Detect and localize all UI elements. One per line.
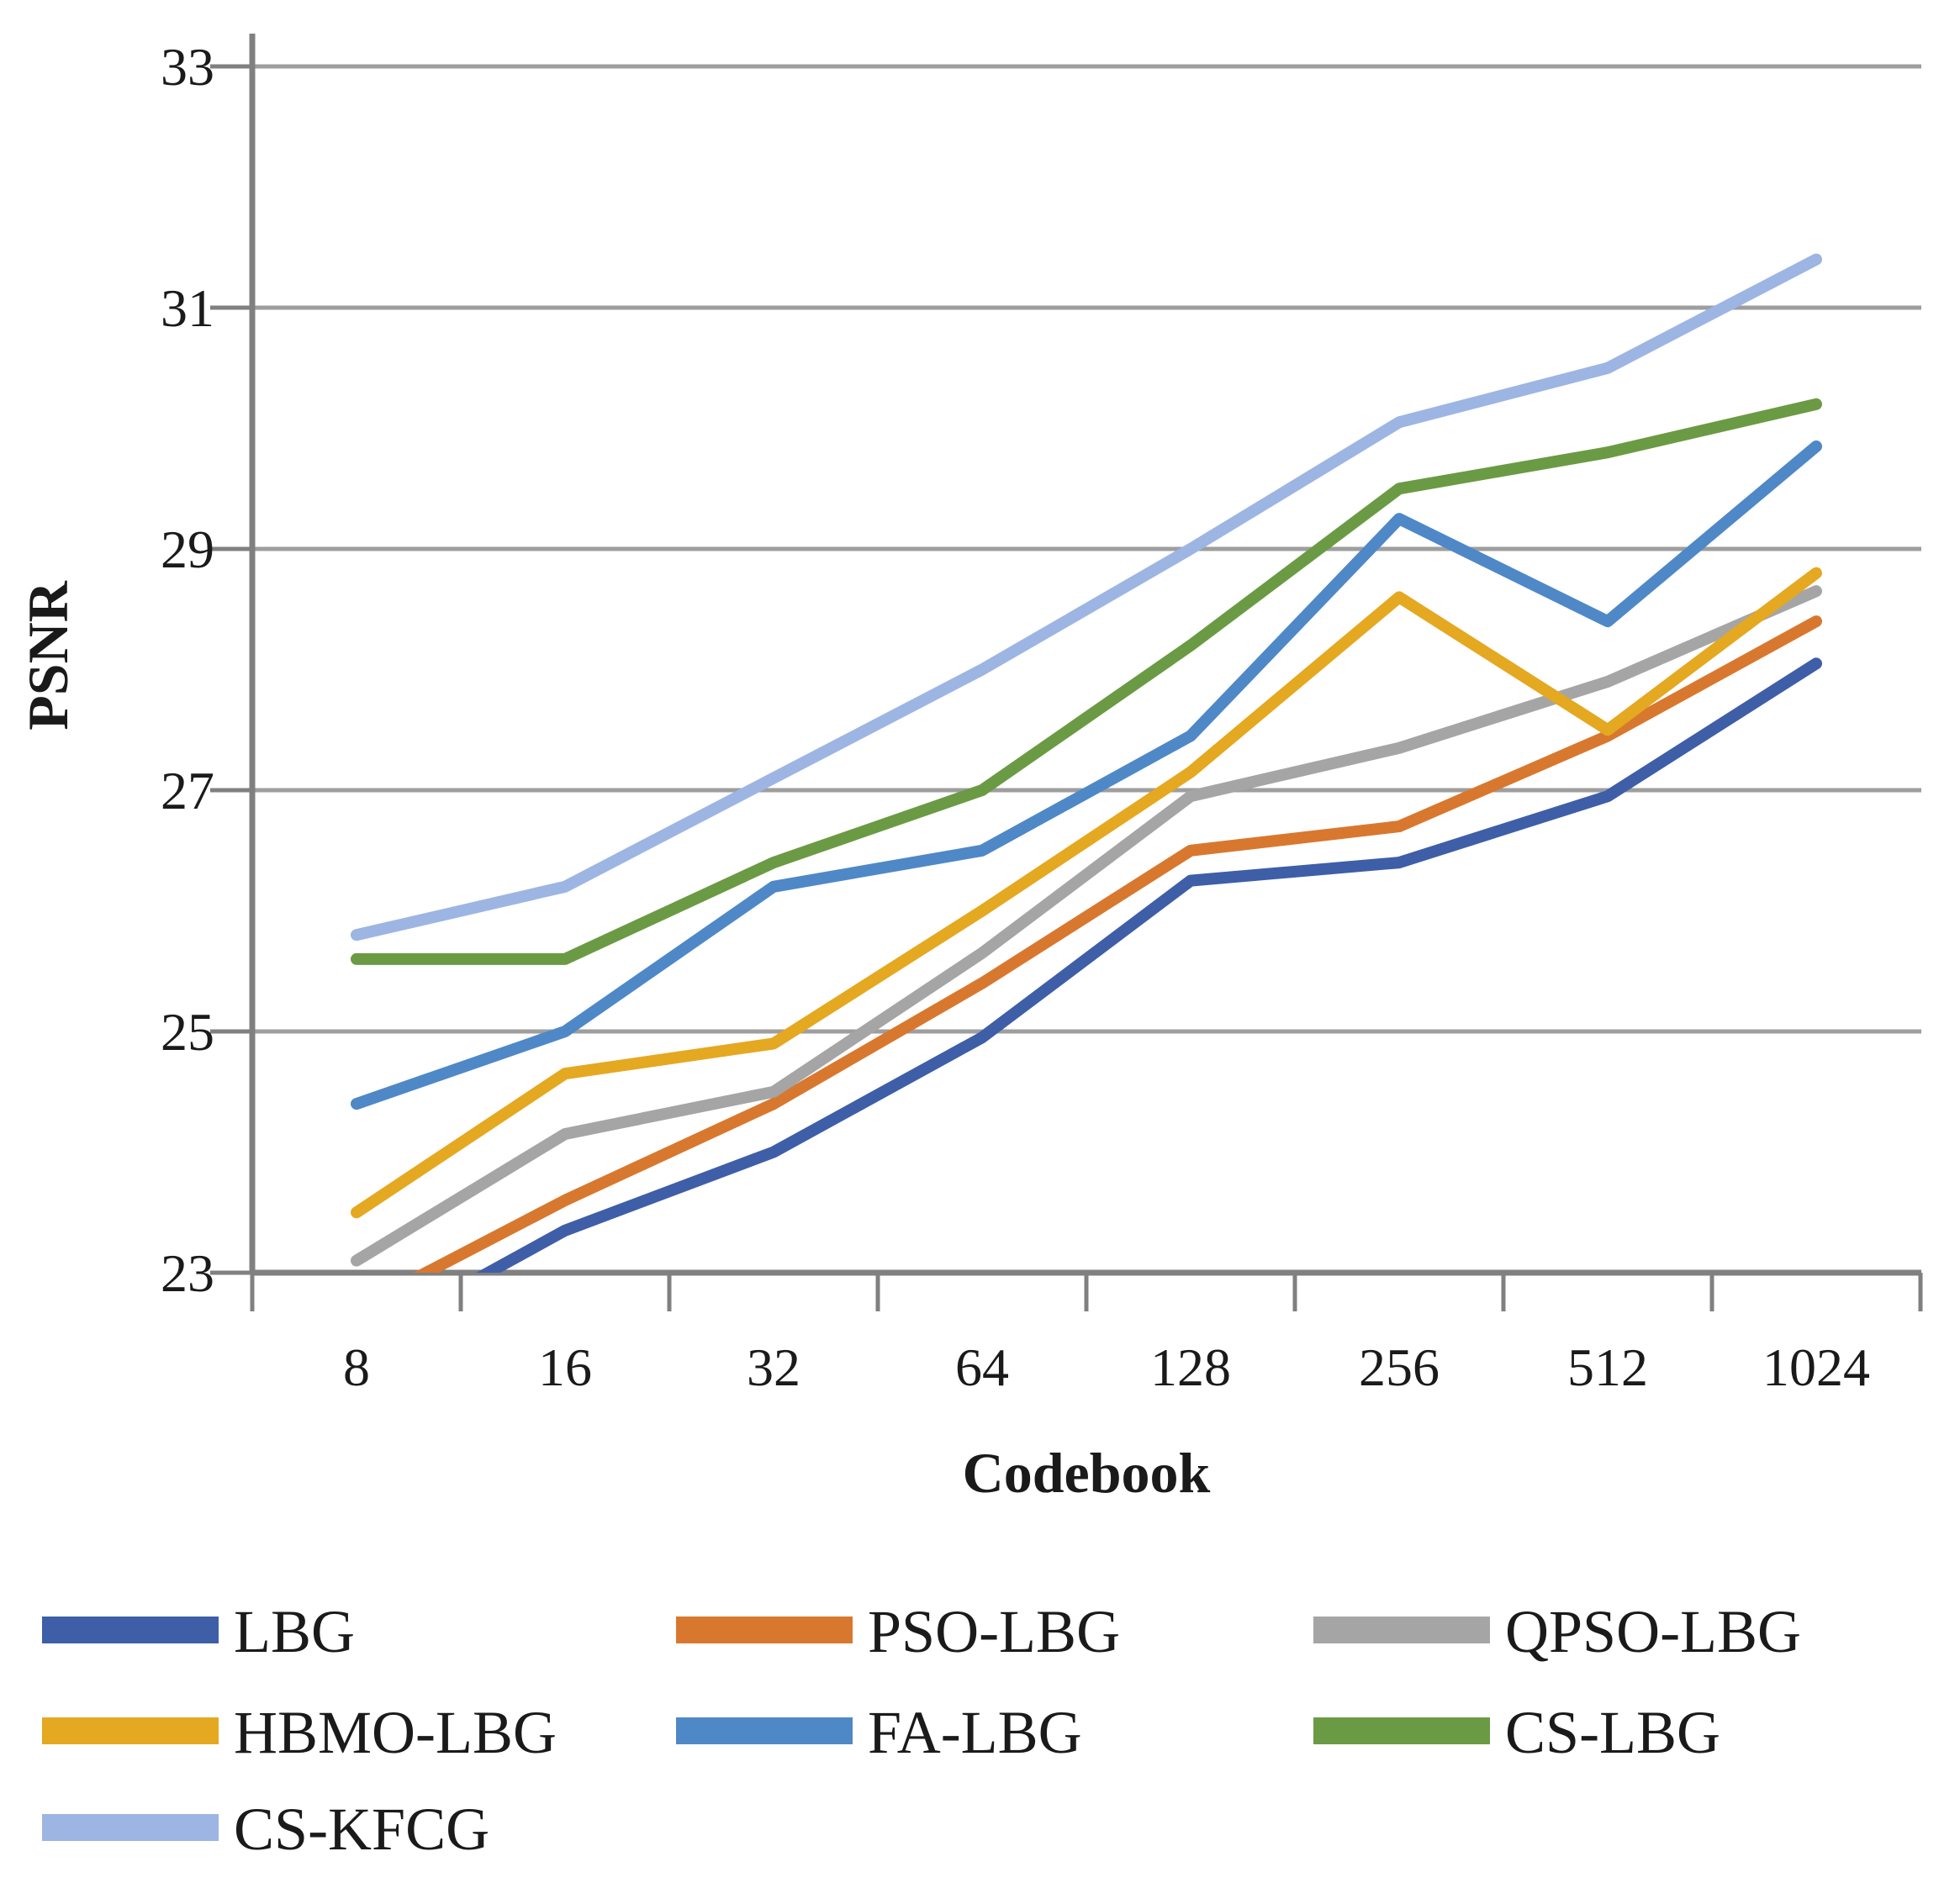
legend-label: FA-LBG <box>868 1699 1082 1766</box>
x-tick-label: 32 <box>747 1337 800 1397</box>
legend-swatch <box>676 1717 853 1744</box>
x-tick-label: 512 <box>1567 1337 1648 1397</box>
series-line-hbmo-lbg <box>351 567 1822 1219</box>
legend-swatch <box>42 1717 219 1744</box>
x-tick-label: 1024 <box>1762 1337 1870 1397</box>
legend-label: LBG <box>234 1598 355 1665</box>
y-axis-title: PSNR <box>16 580 80 730</box>
x-tick-label: 128 <box>1150 1337 1231 1397</box>
y-tick-marks <box>210 64 252 1275</box>
series-line-qpso-lbg <box>351 585 1822 1267</box>
y-tick-label: 23 <box>161 1243 214 1303</box>
legend-item-lbg: LBG <box>42 1598 355 1665</box>
series-line-cs-lbg <box>351 398 1822 965</box>
x-tick-label: 64 <box>955 1337 1009 1397</box>
x-tick-labels: 8 16 32 64 128 256 512 1024 <box>343 1337 1870 1397</box>
axes <box>210 34 1923 1311</box>
series-line-cs-kfcg <box>351 253 1822 942</box>
legend-label: QPSO-LBG <box>1505 1598 1801 1665</box>
legend-swatch <box>42 1814 219 1841</box>
legend-label: PSO-LBG <box>868 1598 1120 1665</box>
y-tick-label: 31 <box>161 278 214 338</box>
legend-label: CS-KFCG <box>234 1796 489 1863</box>
y-tick-label: 27 <box>161 761 214 820</box>
y-tick-labels: 33 31 29 27 25 23 <box>161 37 214 1303</box>
legend-swatch <box>676 1617 853 1643</box>
legend-swatch <box>1313 1717 1490 1744</box>
series-line-lbg <box>476 657 1822 1273</box>
gridlines <box>252 64 1921 1034</box>
legend-item-cs-lbg: CS-LBG <box>1313 1699 1720 1766</box>
y-tick-label: 33 <box>161 37 214 97</box>
series-line-fa-lbg <box>351 440 1822 1110</box>
legend: LBG PSO-LBG QPSO-LBG HBMO-LBG FA-LBG CS-… <box>42 1598 1801 1863</box>
x-tick-marks <box>250 1273 1923 1311</box>
x-tick-label: 16 <box>538 1337 592 1397</box>
legend-swatch <box>42 1617 219 1643</box>
legend-item-hbmo-lbg: HBMO-LBG <box>42 1699 557 1766</box>
x-tick-label: 8 <box>343 1337 370 1397</box>
legend-item-pso-lbg: PSO-LBG <box>676 1598 1120 1665</box>
x-axis-title: Codebook <box>963 1441 1211 1505</box>
legend-item-qpso-lbg: QPSO-LBG <box>1313 1598 1801 1665</box>
legend-label: CS-LBG <box>1505 1699 1720 1766</box>
y-tick-label: 25 <box>161 1002 214 1062</box>
x-tick-label: 256 <box>1359 1337 1440 1397</box>
y-tick-label: 29 <box>161 520 214 579</box>
legend-item-fa-lbg: FA-LBG <box>676 1699 1082 1766</box>
series-line-pso-lbg <box>413 615 1822 1273</box>
legend-swatch <box>1313 1617 1490 1643</box>
legend-item-cs-kfcg: CS-KFCG <box>42 1796 489 1863</box>
series-lines <box>351 253 1822 1273</box>
legend-label: HBMO-LBG <box>234 1699 557 1766</box>
